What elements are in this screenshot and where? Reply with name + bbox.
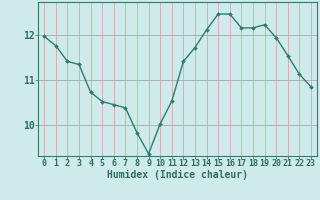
X-axis label: Humidex (Indice chaleur): Humidex (Indice chaleur) <box>107 170 248 180</box>
